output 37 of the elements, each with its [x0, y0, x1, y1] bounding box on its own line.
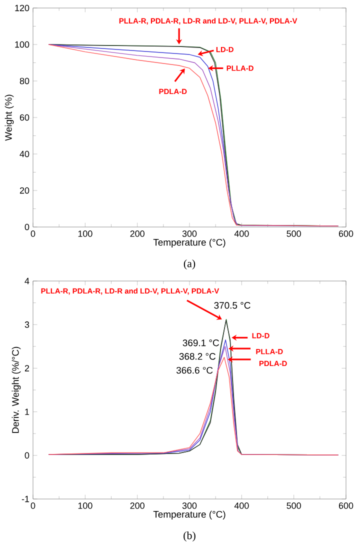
y-tick-label: 4 — [24, 278, 30, 284]
y-tick-label: -1 — [22, 496, 30, 502]
y-tick-label: 0 — [24, 452, 30, 459]
y-tick-label: 20 — [20, 187, 30, 194]
x-axis-title: Temperature (°C) — [153, 238, 226, 248]
y-tick-label: 3 — [24, 321, 30, 328]
annotation: 366.6 °C — [176, 366, 213, 374]
x-tick-label: 500 — [286, 502, 301, 509]
x-tick-label: 300 — [182, 502, 197, 509]
x-tick-label: 100 — [78, 230, 92, 237]
y-axis-title: Weight (%) — [4, 94, 14, 141]
text: (a) — [184, 260, 196, 270]
x-tick-label: 0 — [30, 502, 36, 509]
annotation: 369.1 °C — [182, 340, 219, 346]
text: (b) — [184, 532, 196, 542]
annotation: 370.5 °C — [214, 302, 250, 309]
x-tick-label: 600 — [338, 230, 354, 237]
y-tick-label: 120 — [15, 4, 30, 12]
y-tick-label: 0 — [24, 224, 30, 230]
y-tick-label: 80 — [20, 78, 30, 84]
x-tick-label: 400 — [234, 502, 249, 509]
annotation: 368.2 °C — [179, 353, 216, 360]
y-tick-label: 100 — [15, 41, 30, 48]
x-tick-label: 100 — [78, 502, 92, 509]
x-tick-label: 200 — [130, 230, 144, 237]
y-axis-title: Deriv. Weight (%/°C) — [12, 346, 21, 433]
x-tick-label: 0 — [30, 230, 36, 237]
x-tick-label: 500 — [286, 230, 301, 237]
x-tick-label: 200 — [130, 502, 144, 509]
y-tick-label: 40 — [20, 150, 30, 158]
y-tick-label: 2 — [24, 365, 30, 372]
x-tick-label: 600 — [338, 502, 354, 509]
y-tick-label: 60 — [20, 114, 30, 121]
x-tick-label: 300 — [182, 230, 197, 237]
y-tick-label: 1 — [25, 408, 30, 415]
x-axis-title: Temperature (°C) — [153, 510, 226, 520]
x-tick-label: 400 — [234, 230, 249, 237]
